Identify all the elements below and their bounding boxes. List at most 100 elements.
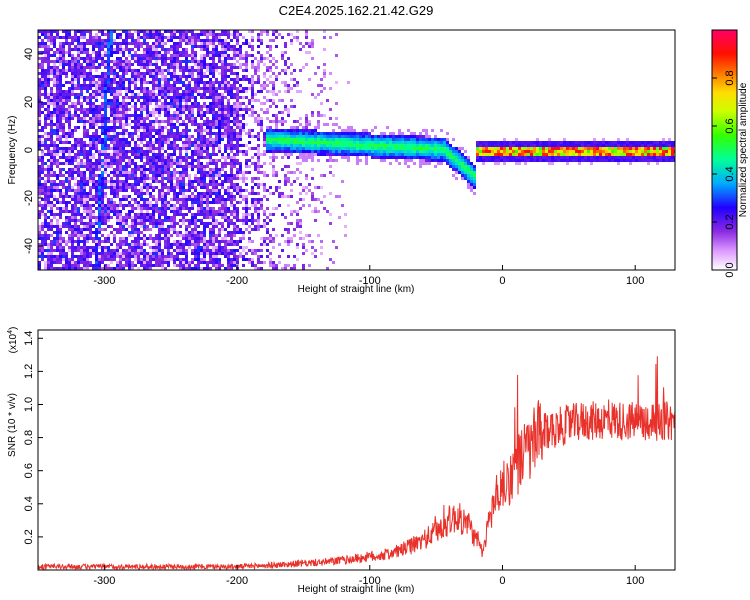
heat-cell — [137, 177, 140, 180]
heat-cell — [92, 45, 95, 48]
heat-cell — [77, 228, 80, 231]
heat-cell — [86, 216, 89, 219]
heat-cell — [146, 99, 149, 102]
heat-cell — [164, 162, 167, 165]
heat-cell — [278, 147, 281, 150]
heat-cell — [128, 177, 131, 180]
heat-cell — [245, 162, 248, 165]
heat-cell — [137, 234, 140, 237]
heat-cell — [233, 111, 236, 114]
heat-cell — [38, 123, 41, 126]
heat-cell — [284, 45, 287, 48]
heat-cell — [134, 150, 137, 153]
heat-cell — [119, 108, 122, 111]
heat-cell — [83, 72, 86, 75]
heat-cell — [278, 243, 281, 246]
heat-cell — [233, 252, 236, 255]
heat-cell — [284, 135, 287, 138]
heat-cell — [272, 207, 275, 210]
heat-cell — [116, 48, 119, 51]
heat-cell — [116, 108, 119, 111]
heat-cell — [65, 204, 68, 207]
heat-cell — [248, 42, 251, 45]
heat-cell — [254, 228, 257, 231]
heat-cell — [218, 213, 221, 216]
heat-cell — [119, 90, 122, 93]
heat-cell — [44, 144, 47, 147]
heat-cell — [203, 240, 206, 243]
heat-cell — [227, 138, 230, 141]
heat-cell — [269, 90, 272, 93]
heat-cell — [194, 231, 197, 234]
heat-cell — [131, 105, 134, 108]
heat-cell — [191, 162, 194, 165]
heat-cell — [152, 207, 155, 210]
heat-cell — [167, 258, 170, 261]
heat-cell — [152, 90, 155, 93]
heat-cell — [305, 30, 308, 33]
heat-cell — [92, 114, 95, 117]
heat-cell — [41, 165, 44, 168]
heat-cell — [212, 258, 215, 261]
heat-cell — [89, 255, 92, 258]
heat-cell — [152, 33, 155, 36]
heat-cell — [197, 36, 200, 39]
heat-cell — [137, 267, 140, 270]
heat-cell — [170, 153, 173, 156]
heat-cell — [65, 258, 68, 261]
heat-cell — [164, 105, 167, 108]
heat-cell — [47, 150, 50, 153]
heat-cell — [68, 222, 71, 225]
heat-cell — [140, 96, 143, 99]
heat-cell — [77, 168, 80, 171]
heat-cell — [224, 111, 227, 114]
heat-cell — [182, 168, 185, 171]
heat-cell — [50, 60, 53, 63]
heat-cell — [83, 264, 86, 267]
heat-cell — [59, 261, 62, 264]
heat-cell — [221, 78, 224, 81]
heat-cell — [152, 75, 155, 78]
heat-cell — [161, 189, 164, 192]
heat-cell — [161, 156, 164, 159]
heat-cell — [89, 123, 92, 126]
heat-cell — [293, 234, 296, 237]
heat-cell — [233, 78, 236, 81]
heat-cell — [92, 141, 95, 144]
heat-cell — [167, 204, 170, 207]
heat-cell — [146, 69, 149, 72]
heat-cell — [257, 138, 260, 141]
heat-cell — [209, 249, 212, 252]
heat-cell — [194, 138, 197, 141]
heat-cell — [62, 222, 65, 225]
heat-cell — [212, 207, 215, 210]
heat-cell — [203, 48, 206, 51]
heat-cell — [167, 66, 170, 69]
heat-cell — [122, 255, 125, 258]
heat-cell — [155, 39, 158, 42]
heat-cell — [191, 42, 194, 45]
heat-cell — [242, 114, 245, 117]
heat-cell — [152, 150, 155, 153]
heat-cell — [209, 135, 212, 138]
heat-cell — [179, 198, 182, 201]
heat-cell — [275, 60, 278, 63]
heat-cell — [116, 159, 119, 162]
heat-cell — [104, 99, 107, 102]
heat-cell — [119, 60, 122, 63]
heat-cell — [293, 150, 296, 153]
heat-cell — [119, 267, 122, 270]
heat-cell — [254, 192, 257, 195]
heat-cell — [272, 165, 275, 168]
heat-cell — [233, 72, 236, 75]
heat-cell — [122, 99, 125, 102]
heat-cell — [200, 183, 203, 186]
heat-cell — [284, 141, 287, 144]
heat-cell — [44, 141, 47, 144]
heat-cell — [221, 186, 224, 189]
heat-cell — [173, 195, 176, 198]
heat-cell — [134, 201, 137, 204]
heat-cell — [209, 255, 212, 258]
heat-cell — [146, 144, 149, 147]
heat-cell — [314, 219, 317, 222]
